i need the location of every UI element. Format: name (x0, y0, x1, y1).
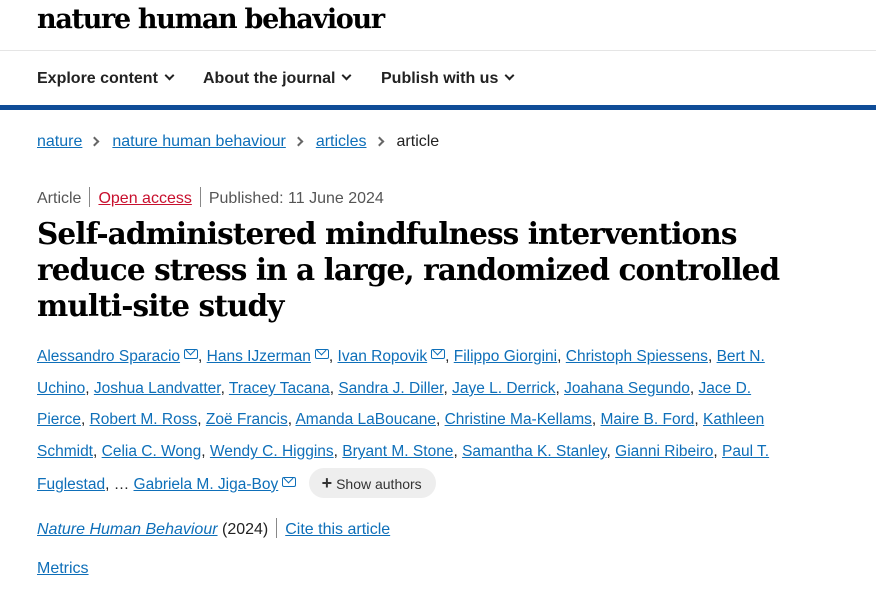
chevron-down-icon (164, 70, 175, 81)
author-link[interactable]: Bert N. Uchino (37, 348, 765, 397)
author-link[interactable]: Bryant M. Stone (342, 443, 454, 461)
author-link[interactable]: Amanda LaBoucane (295, 411, 436, 429)
breadcrumb-current: article (396, 133, 440, 150)
chevron-down-icon (341, 70, 352, 81)
nav-about-journal[interactable]: About the journal (203, 69, 352, 89)
mail-icon[interactable] (184, 349, 199, 359)
author-link[interactable]: Jaye L. Derrick (452, 379, 556, 397)
article-meta: Article Open access Published: 11 June 202… (37, 187, 384, 209)
author-link[interactable]: Wendy C. Higgins (209, 443, 334, 461)
open-access-link[interactable]: Open access (98, 190, 192, 207)
author-link[interactable]: Christine Ma-Kellams (444, 411, 592, 429)
author-link[interactable]: Robert M. Ross (89, 411, 198, 429)
author-ellipsis: … (113, 475, 130, 493)
mail-icon[interactable] (282, 476, 297, 487)
journal-link[interactable]: Nature Human Behaviour (37, 521, 218, 538)
author-link[interactable]: Joshua Landvatter (93, 379, 221, 397)
nav-publish-with-us[interactable]: Publish with us (381, 69, 515, 89)
author-link[interactable]: Sandra J. Diller (338, 379, 444, 397)
plus-icon: + (321, 472, 333, 493)
nav-label: Publish with us (381, 70, 499, 87)
divider (89, 187, 91, 207)
author-list: Alessandro Sparacio, Hans IJzerman, Ivan… (37, 341, 787, 501)
chevron-down-icon (504, 70, 515, 81)
author-link[interactable]: Kathleen Schmidt (37, 411, 765, 461)
published-date: Published: 11 June 2024 (208, 190, 384, 207)
author-link[interactable]: Christoph Spiessens (565, 348, 708, 365)
author-link-last[interactable]: Gabriela M. Jiga-Boy (133, 475, 279, 493)
author-link[interactable]: Filippo Giorgini (453, 348, 558, 365)
nav-accent-bar (0, 105, 876, 110)
author-link[interactable]: Gianni Ribeiro (615, 443, 714, 461)
breadcrumb-link-nature[interactable]: nature (37, 133, 83, 150)
mail-icon[interactable] (314, 349, 329, 359)
chevron-right-icon (374, 136, 384, 147)
author-link[interactable]: Zoë Francis (205, 411, 288, 429)
author-link[interactable]: Alessandro Sparacio (37, 348, 181, 365)
divider (276, 518, 278, 538)
show-authors-button[interactable]: + Show authors (308, 467, 436, 498)
chevron-right-icon (293, 136, 304, 147)
journal-logo[interactable]: nature human behaviour (37, 4, 385, 35)
divider (199, 187, 201, 207)
author-link[interactable]: Celia C. Wong (101, 443, 202, 461)
author-link[interactable]: Samantha K. Stanley (462, 443, 607, 461)
author-link[interactable]: Tracey Tacana (228, 379, 330, 397)
main-nav: Explore content About the journal Publis… (0, 51, 876, 106)
author-link[interactable]: Joahana Segundo (564, 379, 690, 397)
publication-year: (2024) (222, 521, 269, 538)
cite-article-link[interactable]: Cite this article (285, 521, 391, 538)
author-link[interactable]: Ivan Ropovik (337, 348, 428, 365)
author-link[interactable]: Hans IJzerman (206, 348, 311, 365)
masthead: nature human behaviour (0, 0, 876, 51)
nav-label: About the journal (203, 70, 336, 87)
author-link[interactable]: Paul T. Fuglestad (37, 443, 770, 493)
breadcrumb-link-articles[interactable]: articles (315, 133, 367, 150)
author-link[interactable]: Jace D. Pierce (37, 379, 752, 429)
mail-icon[interactable] (431, 349, 446, 359)
breadcrumb: nature nature human behaviour articles arti… (37, 131, 439, 153)
nav-label: Explore content (37, 70, 158, 87)
citation-line: Nature Human Behaviour (2024) Cite this a… (37, 518, 390, 541)
breadcrumb-link-journal[interactable]: nature human behaviour (112, 133, 286, 150)
article-type: Article (37, 190, 82, 207)
metrics-link[interactable]: Metrics (37, 560, 89, 577)
nav-explore-content[interactable]: Explore content (37, 69, 175, 89)
article-title: Self-administered mindfulness interventi… (37, 216, 780, 323)
author-link[interactable]: Maire B. Ford (600, 411, 695, 429)
show-authors-label: Show authors (336, 475, 422, 492)
chevron-right-icon (89, 136, 100, 147)
